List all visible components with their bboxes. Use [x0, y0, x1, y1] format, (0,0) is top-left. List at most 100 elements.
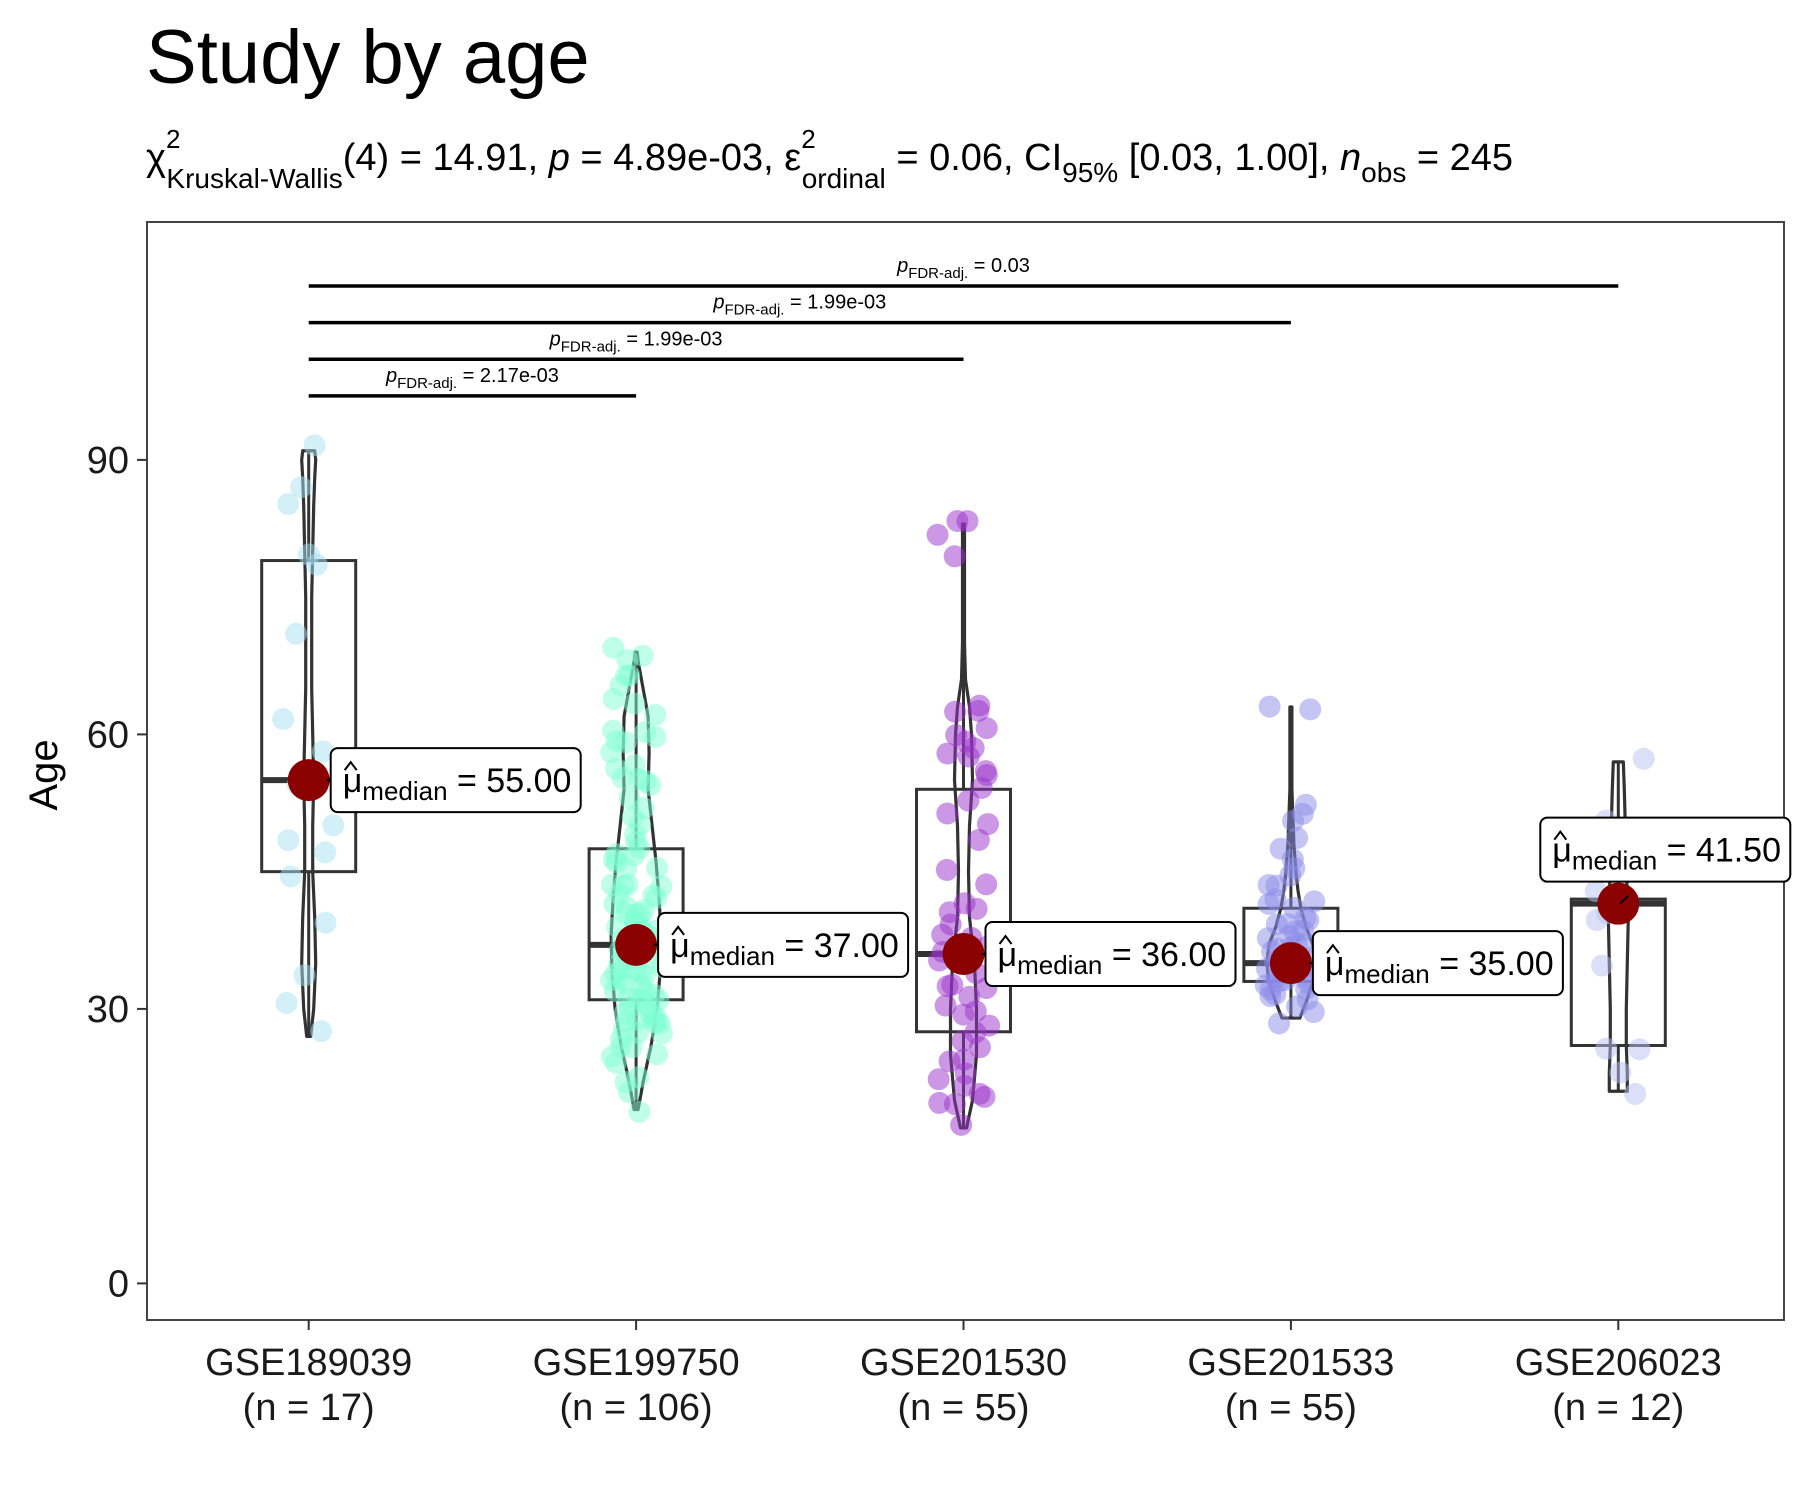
x-tick-label: GSE189039 — [205, 1342, 412, 1384]
pairwise-p: p — [385, 365, 397, 387]
data-point — [615, 664, 638, 687]
subtitle-p-value: = 4.89e-03, — [570, 137, 784, 179]
data-point — [285, 622, 308, 645]
data-point — [953, 1074, 976, 1097]
data-point — [926, 523, 949, 546]
pairwise-label: pFDR-adj. = 1.99e-03 — [712, 292, 886, 319]
subtitle-stat-sub: Kruskal-Wallis — [166, 163, 342, 194]
median-label-text: μmedian = 55.00 — [343, 762, 572, 806]
pairwise-p-value: = 1.99e-03 — [621, 328, 723, 350]
violin-outline — [1606, 760, 1630, 1093]
median-hat — [998, 934, 1013, 945]
median-value: = 41.50 — [1657, 832, 1781, 870]
data-point — [602, 719, 625, 742]
subtitle-effect: ε — [784, 137, 801, 179]
x-tick-n-label: (n = 106) — [560, 1387, 713, 1429]
median-label-box — [329, 747, 582, 814]
data-point — [277, 829, 300, 852]
median-hat — [671, 925, 685, 936]
data-point — [623, 692, 646, 715]
data-point — [936, 802, 959, 825]
y-tick-label: 90 — [87, 440, 129, 482]
data-point — [974, 760, 997, 783]
median-hat — [343, 760, 358, 771]
median-label-box — [657, 911, 910, 978]
subtitle-text: χ2 Kruskal-Wallis(4) = 14.91, p = 4.89e-0… — [146, 124, 1513, 194]
data-point — [976, 813, 999, 836]
median-value: = 35.00 — [1430, 945, 1554, 983]
y-tick-label: 60 — [87, 714, 129, 756]
median-hat — [1326, 943, 1340, 954]
data-point — [322, 814, 345, 837]
data-point — [943, 1093, 966, 1116]
x-tick-n-label: (n = 55) — [1225, 1387, 1357, 1429]
chart-subtitle: χ2 Kruskal-Wallis(4) = 14.91, p = 4.89e-0… — [146, 124, 1513, 194]
median-sub: median — [362, 776, 447, 806]
pairwise-p-value: = 0.03 — [968, 255, 1030, 277]
median-markers — [287, 759, 1640, 985]
subtitle-ci-sub: 95% — [1062, 157, 1118, 188]
data-point — [650, 875, 673, 898]
data-point — [951, 1029, 974, 1052]
x-tick-n-label: (n = 55) — [897, 1387, 1029, 1429]
median-value: = 36.00 — [1102, 936, 1226, 974]
data-point — [1303, 890, 1326, 913]
subtitle-effect-value: = 0.06, CI — [886, 137, 1062, 179]
data-point — [277, 492, 300, 515]
pairwise-label: pFDR-adj. = 2.17e-03 — [385, 365, 559, 392]
data-point — [618, 786, 641, 809]
subtitle-stat-sup: 2 — [166, 124, 180, 154]
median-marker — [942, 933, 985, 975]
median-symbol: μ — [1552, 832, 1572, 870]
plot-panel — [146, 221, 1785, 1321]
data-point — [958, 985, 981, 1008]
data-point — [275, 992, 298, 1015]
median-symbol: μ — [670, 927, 690, 965]
data-point — [1294, 793, 1317, 816]
median-label-text: μmedian = 41.50 — [1552, 832, 1781, 876]
data-point — [1258, 695, 1281, 718]
data-point — [945, 724, 968, 747]
subtitle-stat: χ — [146, 137, 166, 179]
data-point — [634, 721, 657, 744]
data-point — [1269, 837, 1292, 860]
data-point — [1282, 896, 1305, 919]
data-point — [944, 700, 967, 723]
data-point — [293, 964, 316, 987]
subtitle-effect-sup: 2 — [801, 124, 815, 154]
subtitle-ci-value: [0.03, 1.00], — [1118, 137, 1340, 179]
median-label-connector — [1619, 894, 1630, 905]
data-point — [928, 1091, 951, 1114]
data-point — [935, 858, 958, 881]
data-point — [975, 717, 998, 740]
x-tick-label: GSE201533 — [1187, 1342, 1394, 1384]
median-sub: median — [1017, 950, 1102, 980]
data-point — [611, 767, 634, 790]
median-marker — [1269, 942, 1312, 985]
median-symbol: μ — [1325, 945, 1345, 983]
subtitle-n-value: = 245 — [1406, 137, 1513, 179]
median-hat — [1553, 830, 1568, 841]
y-tick-label: 30 — [87, 989, 129, 1031]
subtitle-df: (4) = 14.91, — [343, 137, 549, 179]
data-point — [950, 1113, 973, 1136]
y-tick-label: 0 — [108, 1263, 129, 1305]
pairwise-p-sub: FDR-adj. — [724, 302, 784, 319]
data-point — [952, 1048, 975, 1071]
data-point — [943, 545, 966, 568]
data-point — [1624, 1082, 1647, 1105]
median-sub: median — [1344, 959, 1429, 989]
pairwise-p: p — [549, 328, 561, 350]
pairwise-p-value: = 1.99e-03 — [784, 292, 886, 314]
data-point — [953, 892, 976, 915]
data-point — [605, 843, 628, 866]
chart-title: Study by age — [146, 15, 590, 100]
data-point — [627, 1066, 650, 1089]
median-value: = 37.00 — [775, 927, 899, 965]
median-label-text: μmedian = 37.00 — [670, 927, 899, 971]
data-point — [934, 994, 957, 1017]
